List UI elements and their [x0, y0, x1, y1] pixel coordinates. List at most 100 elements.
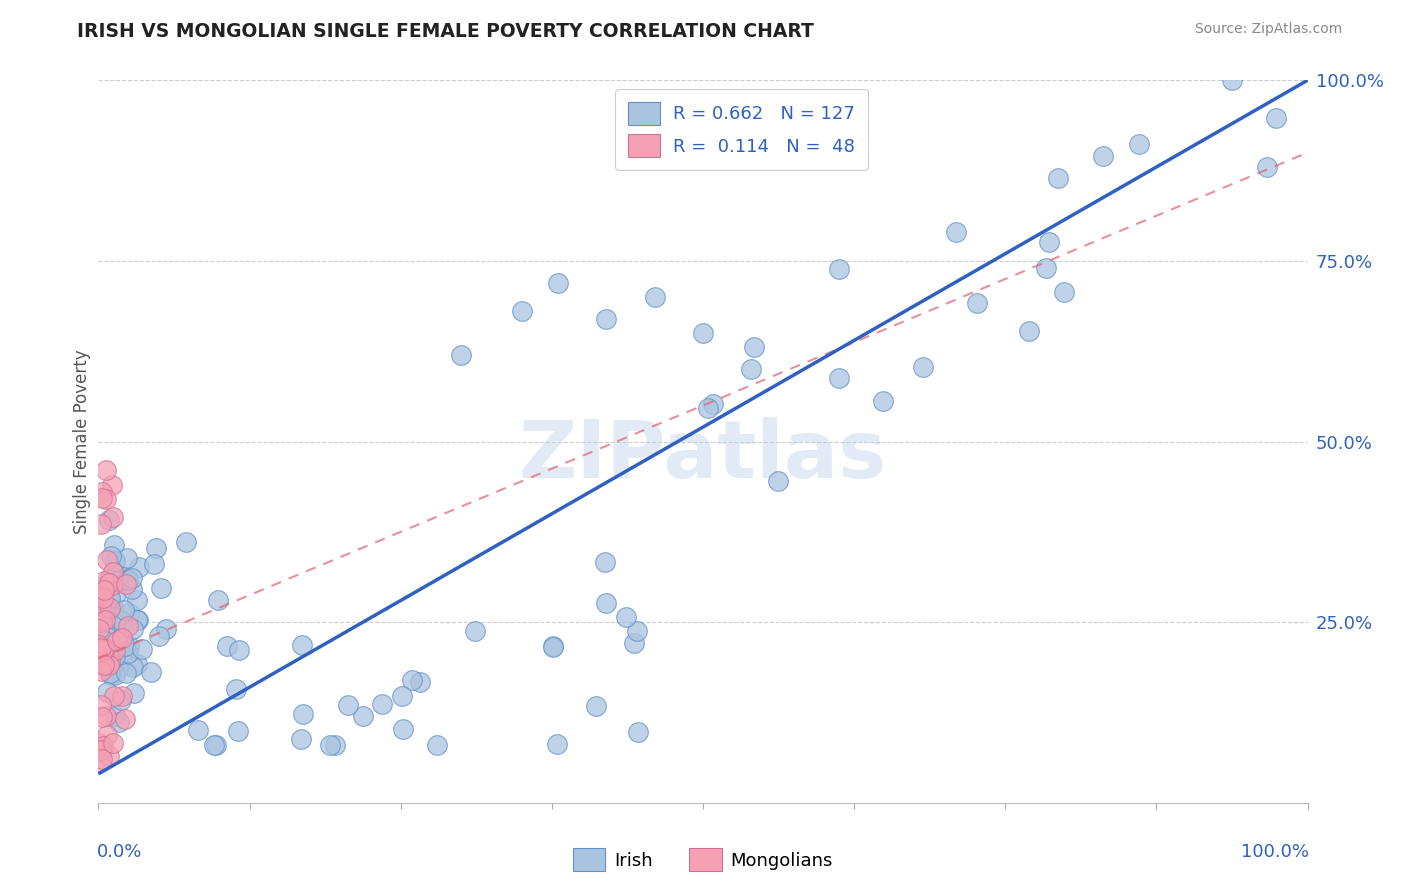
- Point: [117, 618, 139, 632]
- Point: [90, 752, 112, 766]
- Point: [742, 340, 765, 354]
- Point: [117, 574, 139, 588]
- Point: [391, 690, 413, 704]
- Point: [595, 596, 617, 610]
- Point: [207, 592, 229, 607]
- Text: ZIPatlas: ZIPatlas: [519, 417, 887, 495]
- Point: [204, 738, 226, 752]
- Point: [148, 629, 170, 643]
- Text: 100.0%: 100.0%: [1240, 843, 1309, 861]
- Point: [187, 723, 209, 737]
- Legend: R = 0.662   N = 127, R =  0.114   N =  48: R = 0.662 N = 127, R = 0.114 N = 48: [616, 89, 868, 170]
- Point: [101, 565, 124, 579]
- Point: [90, 611, 112, 625]
- Point: [291, 638, 314, 652]
- Point: [104, 610, 127, 624]
- Point: [464, 624, 486, 638]
- Point: [547, 276, 569, 290]
- Point: [150, 581, 173, 595]
- Point: [1052, 285, 1074, 299]
- Point: [94, 642, 117, 657]
- Point: [696, 401, 718, 416]
- Point: [290, 731, 312, 746]
- Point: [90, 599, 112, 613]
- Point: [93, 613, 115, 627]
- Point: [127, 614, 149, 628]
- Point: [104, 554, 127, 568]
- Point: [325, 738, 347, 752]
- Point: [143, 558, 166, 572]
- Point: [104, 648, 127, 663]
- Point: [90, 738, 112, 752]
- Point: [104, 587, 127, 601]
- Point: [100, 578, 122, 592]
- Point: [1128, 137, 1150, 152]
- Point: [1091, 149, 1114, 163]
- Point: [96, 709, 118, 723]
- Point: [371, 697, 394, 711]
- Point: [90, 710, 112, 724]
- Point: [352, 709, 374, 723]
- Point: [110, 615, 132, 630]
- Point: [127, 613, 149, 627]
- Point: [91, 591, 114, 606]
- Point: [450, 348, 472, 362]
- Point: [93, 657, 115, 672]
- Point: [108, 632, 131, 646]
- Point: [1035, 260, 1057, 275]
- Point: [292, 707, 315, 722]
- Point: [122, 622, 145, 636]
- Point: [1018, 324, 1040, 338]
- Point: [111, 568, 134, 582]
- Point: [145, 541, 167, 555]
- Point: [128, 560, 150, 574]
- Point: [118, 606, 141, 620]
- Point: [103, 538, 125, 552]
- Point: [97, 572, 120, 586]
- Point: [98, 655, 121, 669]
- Point: [90, 517, 112, 532]
- Point: [90, 665, 112, 679]
- Point: [97, 663, 120, 677]
- Point: [585, 699, 607, 714]
- Point: [98, 594, 121, 608]
- Point: [96, 552, 118, 566]
- Point: [114, 639, 136, 653]
- Point: [94, 492, 117, 507]
- Point: [89, 735, 111, 749]
- Point: [89, 629, 111, 643]
- Point: [108, 640, 131, 654]
- Point: [337, 698, 360, 712]
- Point: [101, 736, 124, 750]
- Point: [623, 636, 645, 650]
- Point: [115, 577, 138, 591]
- Point: [112, 603, 135, 617]
- Point: [141, 665, 163, 679]
- Point: [90, 743, 112, 757]
- Point: [104, 709, 127, 723]
- Point: [93, 648, 115, 663]
- Point: [100, 549, 122, 563]
- Point: [155, 622, 177, 636]
- Point: [692, 326, 714, 340]
- Point: [215, 639, 238, 653]
- Point: [1038, 235, 1060, 249]
- Point: [1047, 170, 1070, 185]
- Point: [945, 226, 967, 240]
- Point: [91, 580, 114, 594]
- Point: [124, 686, 146, 700]
- Point: [1265, 111, 1288, 125]
- Point: [107, 574, 129, 588]
- Point: [110, 641, 132, 656]
- Point: [100, 668, 122, 682]
- Point: [104, 668, 127, 682]
- Point: [96, 729, 118, 743]
- Point: [104, 627, 127, 641]
- Point: [94, 634, 117, 648]
- Point: [101, 662, 124, 676]
- Point: [98, 576, 121, 591]
- Point: [122, 659, 145, 673]
- Legend: Irish, Mongolians: Irish, Mongolians: [565, 841, 841, 879]
- Point: [595, 555, 617, 569]
- Point: [93, 652, 115, 666]
